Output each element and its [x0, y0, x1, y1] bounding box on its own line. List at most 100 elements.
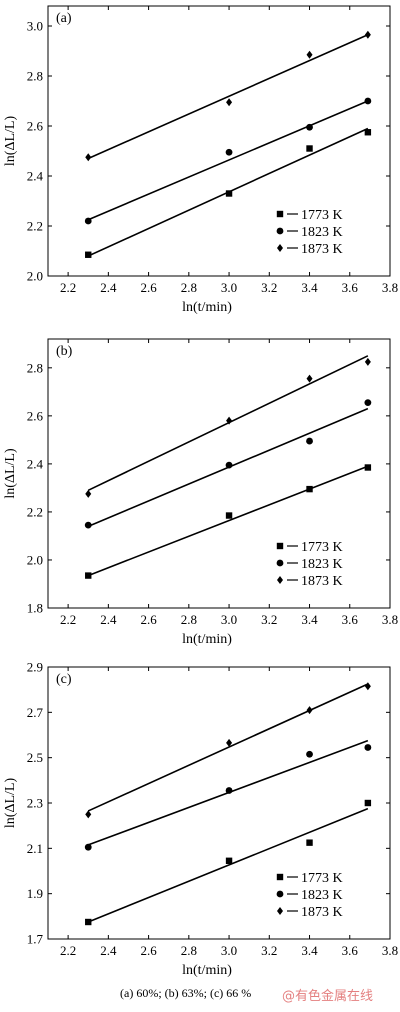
x-tick-label: 3.2 — [261, 943, 277, 958]
series-1873-K — [85, 30, 371, 162]
legend-label: 1823 K — [301, 888, 343, 903]
x-tick-label: 3.8 — [382, 943, 398, 958]
data-point — [225, 512, 233, 519]
y-tick-label: 2.1 — [27, 841, 43, 856]
x-tick-label: 3.0 — [221, 612, 237, 627]
series-1873-K — [85, 355, 371, 498]
panel-label: (c) — [56, 672, 72, 687]
x-axis-label: ln(t/min) — [182, 963, 232, 978]
legend-label: 1773 K — [301, 540, 343, 555]
fit-line — [87, 683, 369, 812]
chart-panel-a: 2.2 2.4 2.6 2.8 3.0 3.2 3.4 3.6 3.8 2.0 2.2 2.4 2.6 2… — [3, 5, 398, 315]
data-point — [306, 123, 313, 131]
data-point — [226, 98, 233, 107]
legend-label: 1823 K — [301, 225, 343, 240]
data-point — [84, 843, 92, 851]
fit-line — [87, 807, 369, 923]
figure-caption: (a) 60%; (b) 63%; (c) 66 % — [120, 986, 251, 1001]
x-tick-label: 2.8 — [181, 943, 197, 958]
y-axis-label: ln(ΔL/L) — [3, 116, 18, 167]
data-point — [225, 857, 233, 864]
y-tick-label: 2.7 — [27, 705, 44, 720]
data-point — [364, 799, 372, 807]
y-tick-label: 2.6 — [27, 119, 44, 134]
x-tick-label: 3.8 — [382, 612, 398, 627]
x-tick-label: 3.4 — [301, 612, 318, 627]
data-point — [306, 437, 313, 445]
x-tick-label: 3.8 — [382, 280, 398, 295]
data-point — [306, 839, 313, 846]
x-tick-label: 3.6 — [342, 943, 359, 958]
x-tick-label: 3.0 — [221, 280, 237, 295]
y-tick-label: 2.4 — [27, 169, 44, 184]
legend-label: 1873 K — [301, 905, 343, 920]
data-point — [364, 30, 371, 39]
legend-marker — [276, 890, 284, 898]
fit-line — [87, 465, 369, 577]
x-tick-label: 2.8 — [181, 280, 197, 295]
panel-label: (a) — [56, 11, 72, 26]
data-point — [85, 251, 92, 258]
y-tick-label: 2.4 — [27, 456, 44, 471]
series-1773-K — [85, 127, 372, 258]
series-1773-K — [85, 799, 372, 926]
plot-frame — [47, 5, 391, 277]
data-point — [85, 572, 92, 579]
legend-label: 1873 K — [301, 574, 343, 589]
y-tick-label: 2.2 — [27, 504, 43, 519]
y-tick-label: 1.8 — [27, 601, 43, 616]
data-point — [364, 97, 372, 105]
legend-label: 1823 K — [301, 557, 343, 572]
data-point — [306, 145, 313, 152]
data-point — [364, 682, 371, 691]
legend-label: 1873 K — [301, 242, 343, 257]
x-tick-label: 3.2 — [261, 612, 277, 627]
y-tick-label: 2.5 — [27, 750, 43, 765]
plot-frame — [47, 338, 391, 609]
y-tick-label: 2.0 — [27, 269, 43, 284]
legend-marker — [277, 576, 283, 584]
data-point — [306, 750, 313, 758]
legend-marker — [276, 559, 284, 567]
series-1823-K — [84, 399, 372, 529]
data-point — [364, 464, 372, 471]
data-point — [85, 153, 92, 162]
data-point — [364, 744, 372, 751]
fit-line — [87, 34, 369, 160]
data-point — [85, 489, 92, 498]
y-tick-label: 2.8 — [27, 360, 43, 375]
x-tick-label: 2.2 — [60, 612, 76, 627]
legend-marker — [276, 210, 284, 218]
data-point — [364, 129, 372, 136]
series-1823-K — [84, 739, 372, 851]
watermark-text: @有色金属在线 — [282, 989, 374, 1004]
y-tick-label: 2.3 — [27, 796, 43, 811]
y-tick-label: 2.6 — [27, 408, 44, 423]
x-tick-label: 2.4 — [100, 943, 117, 958]
x-tick-label: 2.6 — [140, 280, 157, 295]
series-1823-K — [84, 97, 372, 225]
y-tick-label: 2.9 — [27, 660, 43, 675]
data-point — [84, 217, 92, 225]
legend-marker — [276, 227, 284, 235]
data-point — [85, 918, 92, 926]
y-tick-label: 1.7 — [27, 932, 44, 947]
x-tick-label: 2.6 — [140, 943, 157, 958]
fit-line — [87, 100, 369, 221]
x-tick-label: 3.4 — [301, 280, 318, 295]
y-tick-label: 2.0 — [27, 552, 43, 567]
x-tick-label: 2.8 — [181, 612, 197, 627]
y-tick-label: 3.0 — [27, 19, 43, 34]
data-point — [364, 357, 371, 366]
legend-marker — [277, 244, 283, 252]
x-tick-label: 2.4 — [100, 612, 117, 627]
data-point — [226, 416, 233, 425]
x-tick-label: 3.6 — [342, 280, 359, 295]
x-tick-label: 2.2 — [60, 943, 76, 958]
data-point — [225, 148, 233, 156]
data-point — [84, 521, 92, 529]
data-point — [364, 399, 372, 407]
chart-panel-c: 2.2 2.4 2.6 2.8 3.0 3.2 3.4 3.6 3.8 1.7 1.9 2.1 2.3 2… — [3, 660, 398, 979]
series-1873-K — [85, 682, 371, 819]
